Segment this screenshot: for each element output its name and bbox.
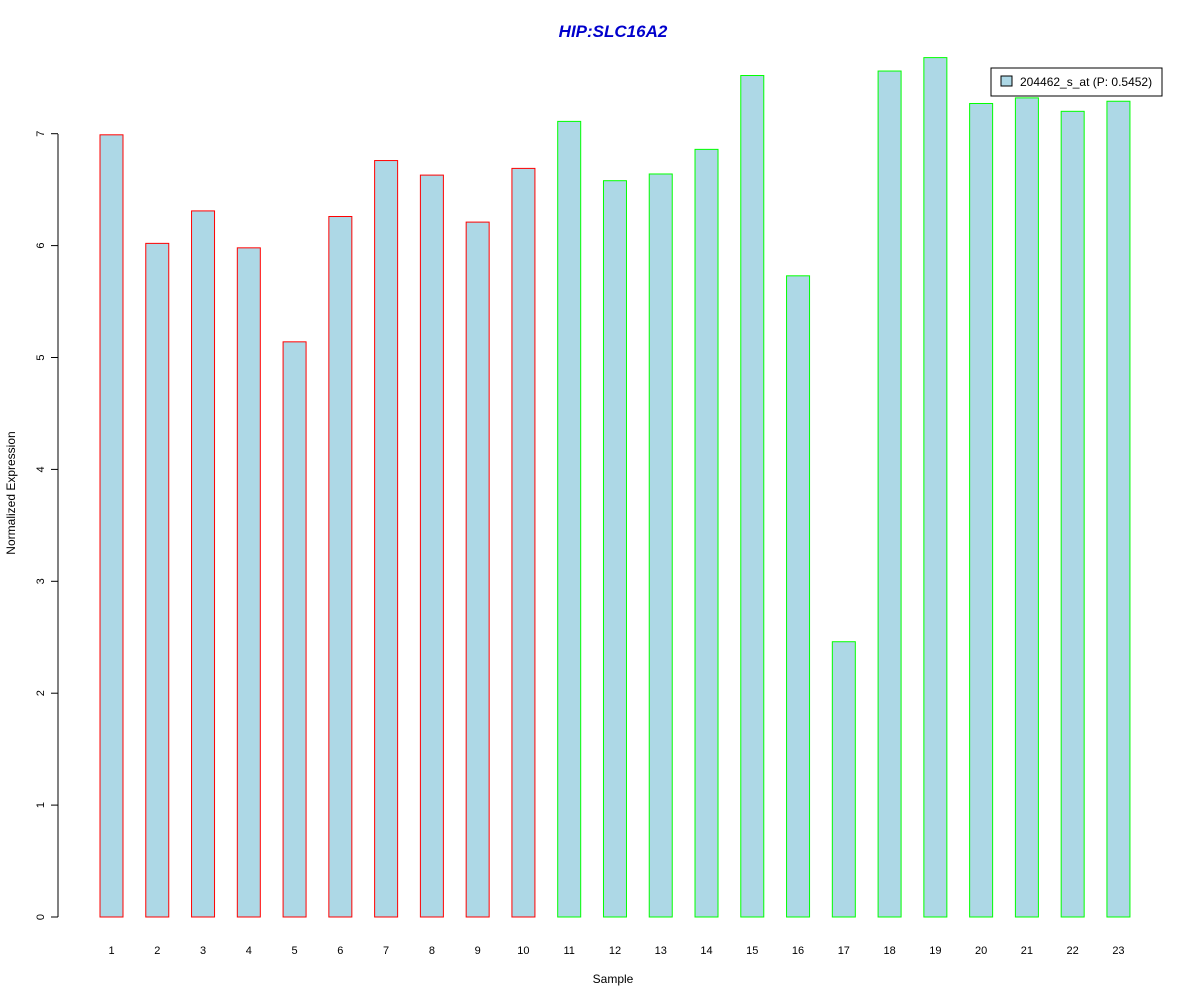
y-tick-label: 2	[35, 690, 47, 696]
bar-sample-21	[1014, 97, 1039, 918]
y-tick-label: 4	[35, 466, 47, 472]
x-tick-label: 16	[792, 945, 804, 957]
bar-sample-7	[374, 160, 399, 918]
bar-sample-18	[877, 70, 902, 918]
bar-sample-8	[419, 174, 444, 918]
x-tick-label: 9	[475, 945, 481, 957]
legend-swatch	[1000, 75, 1013, 87]
y-tick-label: 6	[35, 243, 47, 249]
y-axis-label: Normalized Expression	[4, 431, 18, 554]
bar-sample-12	[602, 180, 627, 918]
bar-sample-23	[1106, 100, 1131, 918]
chart-title: HIP:SLC16A2	[559, 22, 668, 41]
bar-sample-3	[191, 210, 216, 918]
y-tick-label: 1	[35, 802, 47, 808]
x-tick-label: 18	[883, 945, 895, 957]
x-axis-label: Sample	[593, 972, 634, 986]
bar-sample-14	[694, 148, 719, 918]
bars	[99, 57, 1131, 918]
x-tick-label: 14	[700, 945, 712, 957]
x-tick-label: 10	[517, 945, 529, 957]
x-tick-label: 1	[108, 945, 114, 957]
bar-sample-16	[786, 275, 811, 918]
x-tick-label: 5	[292, 945, 298, 957]
y-tick-label: 5	[35, 354, 47, 360]
bar-sample-19	[923, 57, 948, 918]
bar-sample-6	[328, 216, 353, 918]
bar-sample-17	[831, 641, 856, 918]
x-tick-label: 22	[1067, 945, 1079, 957]
bar-sample-15	[740, 75, 765, 918]
x-tick-label: 7	[383, 945, 389, 957]
x-tick-label: 13	[655, 945, 667, 957]
y-tick-label: 3	[35, 578, 47, 584]
x-tick-label: 17	[838, 945, 850, 957]
bar-sample-1	[99, 134, 124, 918]
y-axis-ticks: 0 1 2 3 4 5 6 7	[35, 131, 58, 920]
bar-sample-13	[648, 173, 673, 918]
x-tick-label: 3	[200, 945, 206, 957]
y-tick-label: 7	[35, 131, 47, 137]
x-tick-label: 20	[975, 945, 987, 957]
bar-sample-2	[145, 242, 170, 918]
bar-sample-11	[557, 120, 582, 918]
x-tick-label: 21	[1021, 945, 1033, 957]
bar-sample-9	[465, 221, 490, 918]
y-tick-label: 0	[35, 914, 47, 920]
bar-sample-4	[236, 247, 261, 918]
x-tick-label: 23	[1112, 945, 1124, 957]
x-tick-label: 8	[429, 945, 435, 957]
legend-box	[990, 67, 1163, 97]
x-axis-tick-labels: 1 2 3 4 5 6 7 8 9 10 11 12 13 14 15 16 17 18 19 20 21 22 23	[108, 945, 1124, 957]
x-tick-label: 2	[154, 945, 160, 957]
legend: 204462_s_at (P: 0.5452)	[990, 67, 1163, 97]
x-tick-label: 4	[246, 945, 252, 957]
bar-sample-22	[1060, 110, 1085, 918]
bar-sample-20	[969, 102, 994, 918]
x-tick-label: 12	[609, 945, 621, 957]
x-tick-label: 15	[746, 945, 758, 957]
legend-label: 204462_s_at (P: 0.5452)	[1020, 75, 1152, 89]
bar-sample-10	[511, 167, 536, 918]
x-tick-label: 19	[929, 945, 941, 957]
x-tick-label: 6	[337, 945, 343, 957]
x-tick-label: 11	[563, 945, 574, 957]
bar-sample-5	[282, 341, 307, 918]
